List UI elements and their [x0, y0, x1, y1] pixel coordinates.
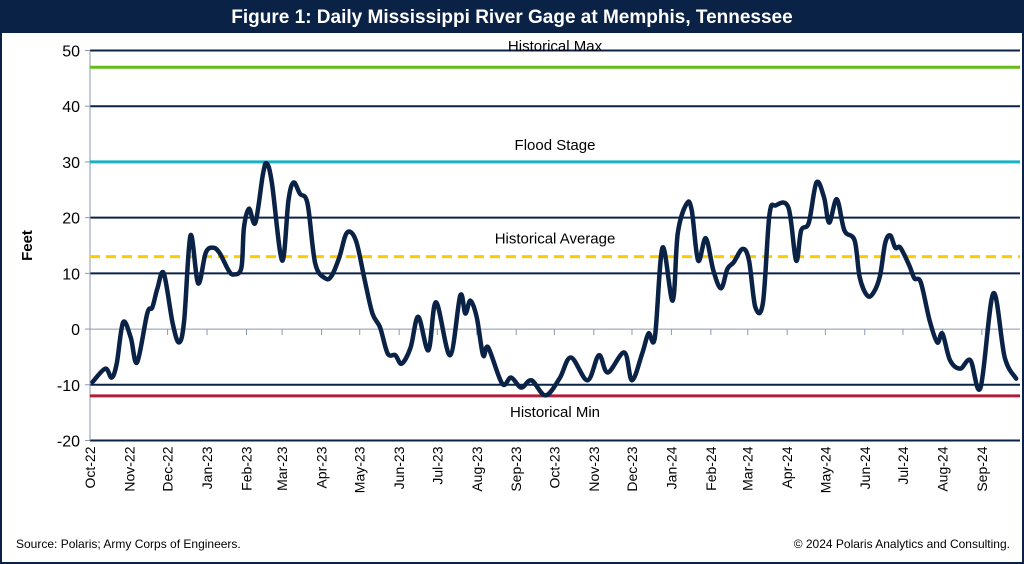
x-tick-label: Jun-23	[391, 446, 407, 489]
x-tick-label: Apr-24	[779, 446, 795, 488]
x-tick-label: Jan-24	[663, 446, 679, 489]
copyright-note: © 2024 Polaris Analytics and Consulting.	[793, 537, 1010, 551]
chart-title: Figure 1: Daily Mississippi River Gage a…	[2, 2, 1022, 33]
x-tick-label: Oct-23	[546, 446, 562, 488]
x-tick-label: Jul-24	[895, 446, 911, 484]
x-tick-label: Aug-24	[934, 446, 950, 491]
y-tick-label: -10	[57, 378, 80, 395]
reference-label: Flood Stage	[515, 137, 596, 154]
x-tick-label: Mar-23	[274, 446, 290, 491]
x-tick-label: Sep-24	[974, 446, 990, 491]
x-tick-label: Dec-22	[160, 446, 176, 491]
x-tick-label: Nov-23	[586, 446, 602, 491]
x-tick-label: Feb-23	[238, 446, 254, 491]
reference-label: Historical Min	[510, 404, 600, 421]
y-tick-label: 30	[62, 155, 80, 172]
x-tick-label: May-23	[352, 446, 368, 493]
x-tick-label: Jan-23	[199, 446, 215, 489]
y-axis-label: Feet	[19, 230, 36, 261]
reference-label: Historical Max	[508, 38, 603, 55]
x-tick-label: Apr-23	[314, 446, 330, 488]
x-tick-label: Dec-23	[624, 446, 640, 491]
x-tick-label: Nov-22	[121, 446, 137, 491]
y-tick-label: 0	[71, 322, 80, 339]
source-note: Source: Polaris; Army Corps of Engineers…	[16, 537, 241, 551]
y-tick-label: 10	[62, 266, 80, 283]
x-tick-label: Aug-23	[469, 446, 485, 491]
y-tick-label: 40	[62, 99, 80, 116]
x-tick-label: Oct-22	[82, 446, 98, 488]
x-tick-label: Sep-23	[508, 446, 524, 491]
y-tick-label: 20	[62, 211, 80, 228]
reference-label: Historical Average	[495, 231, 616, 248]
x-tick-label: May-24	[817, 446, 833, 493]
x-tick-label: Jun-24	[857, 446, 873, 489]
y-tick-label: -20	[57, 434, 80, 451]
series-line-river-gage	[90, 160, 1019, 398]
x-tick-label: Mar-24	[740, 446, 756, 491]
x-tick-label: Feb-24	[703, 446, 719, 491]
y-tick-label: 50	[62, 44, 80, 61]
x-tick-label: Jul-23	[429, 446, 445, 484]
